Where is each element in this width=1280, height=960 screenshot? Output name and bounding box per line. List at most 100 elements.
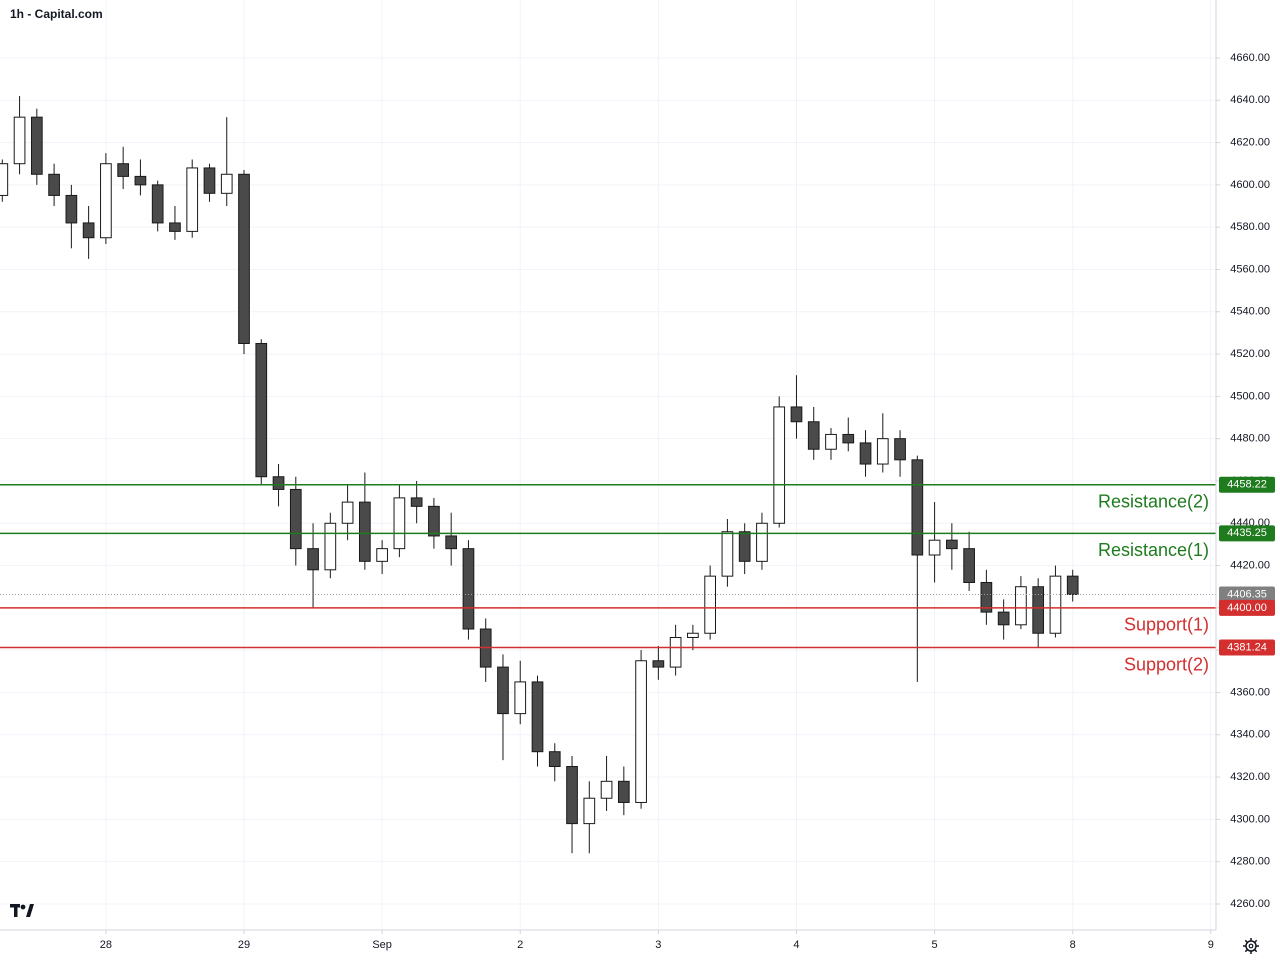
candle-body: [117, 163, 130, 177]
candle-body: [65, 194, 78, 224]
y-tick-label: 4300.00: [1230, 813, 1270, 825]
candle-body: [946, 539, 958, 550]
candle-body: [324, 522, 337, 571]
y-tick-label: 4540.00: [1230, 306, 1270, 318]
y-tick-label: 4340.00: [1230, 729, 1270, 741]
y-tick-label: 4480.00: [1230, 433, 1270, 445]
candle-body: [876, 438, 889, 465]
candle-body: [894, 438, 906, 461]
candle-body: [980, 581, 993, 613]
candle-body: [151, 184, 164, 224]
level-badge: [1219, 639, 1275, 656]
y-tick-label: 4660.00: [1230, 52, 1270, 64]
settings-icon[interactable]: [1243, 938, 1259, 954]
candle-body: [100, 163, 112, 239]
x-tick-label: 4: [793, 939, 799, 951]
y-tick-label: 4500.00: [1230, 390, 1270, 402]
candle-body: [842, 433, 855, 444]
plot: Resistance(2) Resistance(1) Support(1) Supp…: [0, 96, 1216, 854]
last-price-label: 4406.35: [1227, 588, 1267, 600]
y-tick-label: 4360.00: [1230, 686, 1270, 698]
y-tick-label: 4600.00: [1230, 179, 1270, 191]
candle-body: [600, 780, 613, 799]
candle-body: [272, 476, 285, 490]
candle-body: [169, 222, 181, 232]
candle-body: [1049, 575, 1062, 634]
candle-body: [669, 636, 682, 668]
candle-body: [359, 501, 371, 562]
last-price-badge: [1219, 586, 1275, 603]
candle-body: [738, 531, 751, 562]
candle-body: [773, 406, 786, 524]
x-tick-label: Sep: [372, 939, 392, 951]
y-tick-label: 4560.00: [1230, 263, 1270, 275]
grid: [0, 0, 1216, 930]
level-name: Resistance(2): [1098, 491, 1209, 511]
candle-body: [428, 505, 440, 537]
candle-body: [687, 632, 699, 638]
candle-body: [617, 780, 630, 803]
candle-body: [203, 167, 216, 194]
candle-body: [13, 116, 26, 165]
candle-body: [548, 751, 561, 768]
candle-body: [807, 421, 820, 450]
candle-body: [1066, 575, 1079, 595]
level-badge: [1219, 599, 1275, 616]
candle-body: [289, 488, 302, 550]
level-name: Support(2): [1124, 654, 1209, 674]
candle-body: [0, 163, 9, 196]
candle-body: [997, 611, 1010, 626]
candle-body: [928, 539, 941, 556]
logo: [10, 904, 34, 917]
candle-body: [583, 797, 596, 825]
candle-body: [963, 548, 975, 583]
candle-body: [48, 173, 60, 196]
level-name: Support(1): [1124, 615, 1209, 635]
x-tick-label: 8: [1070, 939, 1076, 951]
x-tick-label: 3: [655, 939, 661, 951]
candle-body: [531, 681, 544, 753]
x-tick-label: 9: [1208, 939, 1214, 951]
candle-body: [393, 497, 406, 550]
level-badge: [1219, 476, 1275, 493]
candle-body: [1015, 586, 1027, 626]
chart-title: 1h - Capital.com: [10, 7, 103, 21]
candle-body: [514, 681, 527, 715]
level-name: Resistance(1): [1098, 540, 1209, 560]
candle-body: [307, 548, 319, 571]
level-label: 4458.22: [1227, 479, 1267, 491]
candle-body: [704, 575, 717, 634]
candle-body: [566, 766, 578, 825]
x-tick-label: 28: [100, 939, 112, 951]
candle-body: [790, 406, 803, 423]
x-tick-label: 29: [238, 939, 250, 951]
level-label: 4435.25: [1227, 527, 1267, 539]
candle-body: [341, 501, 354, 524]
candle-body: [911, 459, 924, 556]
candle-body: [220, 173, 233, 194]
y-tick-label: 4640.00: [1230, 94, 1270, 106]
candle-body: [721, 531, 734, 577]
y-tick-label: 4320.00: [1230, 771, 1270, 783]
candle-body: [255, 342, 268, 478]
y-tick-label: 4620.00: [1230, 136, 1270, 148]
candle-body: [376, 548, 388, 562]
candle-body: [445, 535, 458, 550]
y-tick-label: 4280.00: [1230, 856, 1270, 868]
y-tick-label: 4520.00: [1230, 348, 1270, 360]
candle-body: [238, 173, 250, 344]
candle-body: [82, 222, 95, 239]
y-tick-label: 4580.00: [1230, 221, 1270, 233]
candle-body: [134, 175, 147, 186]
candle-body: [1032, 586, 1045, 634]
candle-body: [825, 433, 837, 450]
x-tick-label: 2: [517, 939, 523, 951]
y-tick-label: 4260.00: [1230, 898, 1270, 910]
level-label: 4400.00: [1227, 602, 1267, 614]
candle-body: [462, 548, 475, 630]
candle-body: [635, 660, 647, 803]
candle-body: [410, 497, 423, 507]
candle-body: [859, 442, 872, 465]
level-badge: [1219, 525, 1275, 542]
